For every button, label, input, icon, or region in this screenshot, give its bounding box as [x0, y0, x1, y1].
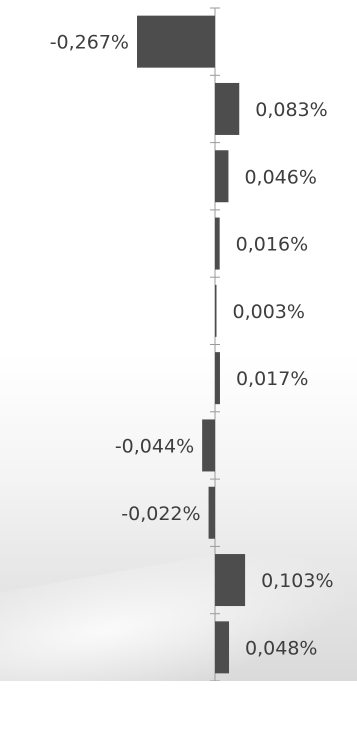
bar — [208, 486, 215, 539]
bar — [215, 82, 240, 135]
bar — [215, 284, 217, 337]
data-label: 0,046% — [244, 166, 316, 188]
bar — [137, 15, 215, 68]
data-label: 0,003% — [233, 301, 305, 323]
data-label: -0,267% — [50, 32, 129, 54]
bar — [215, 621, 230, 674]
bar — [215, 150, 229, 203]
data-label: 0,017% — [236, 368, 308, 390]
bar — [215, 554, 246, 607]
data-label: 0,083% — [255, 99, 327, 121]
bar — [202, 419, 215, 472]
data-label: -0,044% — [115, 435, 194, 457]
data-label: -0,022% — [121, 503, 200, 525]
bar — [215, 217, 220, 270]
bar — [215, 352, 220, 405]
data-label: 0,016% — [236, 234, 308, 256]
data-label: 0,048% — [245, 637, 317, 659]
bar-chart: -0,267% 0,083% 0,046% 0,016% 0,003% 0,017% -0,… — [50, 7, 334, 681]
data-label: 0,103% — [261, 570, 333, 592]
